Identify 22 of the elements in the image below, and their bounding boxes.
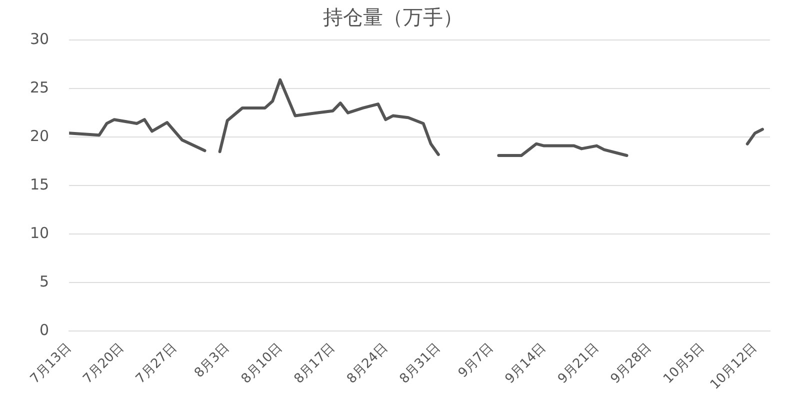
x-tick-label: 9月21日 bbox=[555, 340, 602, 387]
y-tick-label: 5 bbox=[40, 272, 50, 291]
x-tick-label: 9月7日 bbox=[456, 340, 496, 382]
x-tick-label: 8月10日 bbox=[238, 340, 286, 387]
x-tick-label: 8月17日 bbox=[292, 340, 338, 387]
x-tick-label: 10月12日 bbox=[708, 340, 760, 393]
x-tick-label: 8月24日 bbox=[344, 340, 391, 387]
x-tick-label: 7月13日 bbox=[28, 340, 74, 387]
y-tick-label: 30 bbox=[30, 30, 50, 48]
x-tick-label: 10月5日 bbox=[660, 340, 708, 387]
y-tick-label: 25 bbox=[30, 78, 50, 96]
x-tick-label: 7月20日 bbox=[80, 340, 128, 387]
chart-title: 持仓量（万手） bbox=[322, 4, 464, 31]
y-tick-label: 20 bbox=[30, 126, 50, 145]
x-tick-label: 9月14日 bbox=[502, 340, 550, 387]
x-tick-label: 8月3日 bbox=[192, 340, 233, 382]
y-tick-label: 15 bbox=[30, 175, 50, 194]
x-tick-label: 7月27日 bbox=[133, 340, 180, 387]
x-tick-label: 9月28日 bbox=[608, 340, 655, 387]
y-tick-label: 0 bbox=[40, 321, 50, 340]
y-tick-label: 10 bbox=[30, 224, 50, 242]
x-tick-label: 8月31日 bbox=[397, 340, 444, 387]
